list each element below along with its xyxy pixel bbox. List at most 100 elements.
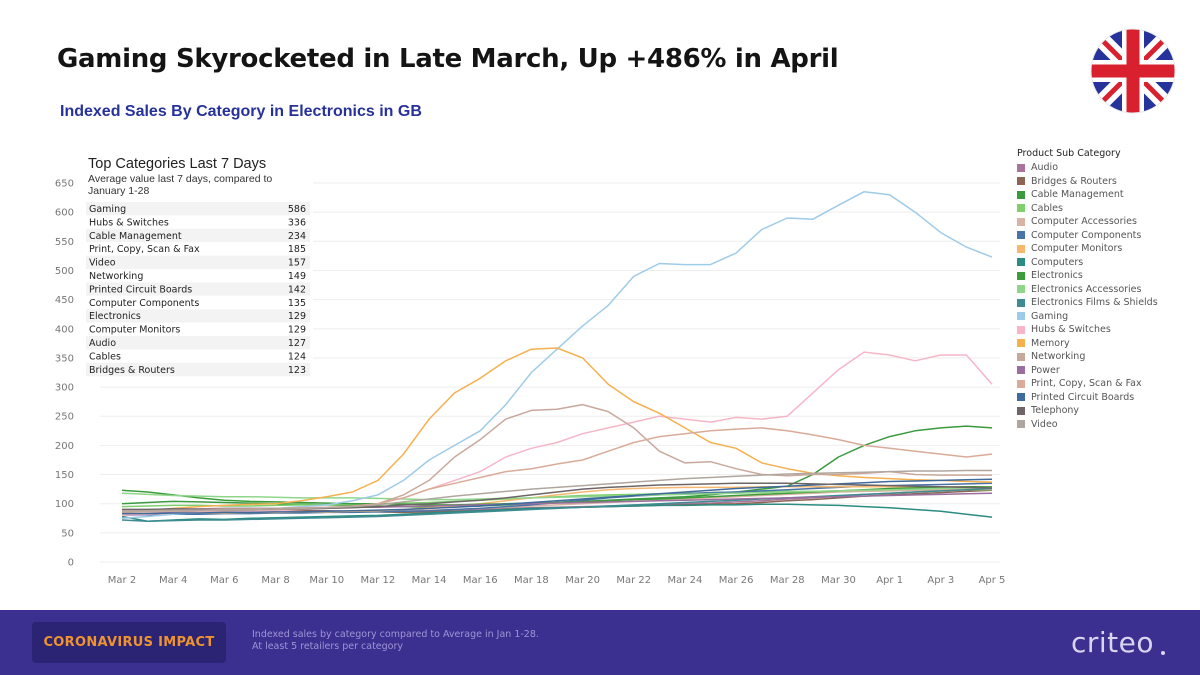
legend-label: Gaming bbox=[1031, 310, 1069, 322]
x-tick-label: Mar 2 bbox=[108, 575, 136, 586]
inset-row-label: Print, Copy, Scan & Fax bbox=[89, 244, 200, 255]
legend-item: Gaming bbox=[1017, 310, 1158, 324]
legend-swatch bbox=[1017, 244, 1025, 253]
x-tick-label: Mar 8 bbox=[261, 575, 289, 586]
x-tick-label: Apr 1 bbox=[876, 575, 903, 586]
inset-row-bg bbox=[86, 255, 310, 269]
inset-row-bg bbox=[86, 215, 310, 229]
inset-row-value: 124 bbox=[288, 351, 306, 362]
page-title: Gaming Skyrocketed in Late March, Up +48… bbox=[57, 44, 839, 74]
inset-row-label: Bridges & Routers bbox=[89, 365, 175, 376]
legend-label: Hubs & Switches bbox=[1031, 324, 1111, 336]
top-categories-inset: Top Categories Last 7 Days Average value… bbox=[84, 155, 313, 380]
footer-note: Indexed sales by category compared to Av… bbox=[252, 629, 539, 653]
inset-row-label: Cables bbox=[89, 351, 121, 362]
x-tick-label: Mar 30 bbox=[821, 575, 856, 586]
legend-item: Electronics Accessories bbox=[1017, 283, 1158, 297]
y-tick-label: 200 bbox=[55, 441, 74, 452]
legend-swatch bbox=[1017, 258, 1025, 267]
legend-swatch bbox=[1017, 271, 1025, 280]
inset-row-value: 149 bbox=[288, 271, 306, 282]
union-jack-flag-icon bbox=[1090, 28, 1176, 114]
x-tick-label: Mar 24 bbox=[668, 575, 703, 586]
legend-swatch bbox=[1017, 285, 1025, 294]
legend-swatch bbox=[1017, 204, 1025, 213]
legend-label: Printed Circuit Boards bbox=[1031, 391, 1135, 403]
legend-item: Audio bbox=[1017, 161, 1158, 175]
legend-label: Memory bbox=[1031, 337, 1070, 349]
footer-note-line1: Indexed sales by category compared to Av… bbox=[252, 629, 539, 640]
y-tick-label: 400 bbox=[55, 324, 74, 335]
legend-label: Electronics bbox=[1031, 270, 1083, 282]
legend-item: Bridges & Routers bbox=[1017, 175, 1158, 189]
legend-swatch bbox=[1017, 366, 1025, 375]
inset-row-label: Audio bbox=[89, 338, 116, 349]
legend-label: Electronics Films & Shields bbox=[1031, 297, 1158, 309]
x-tick-label: Mar 4 bbox=[159, 575, 187, 586]
inset-row-bg bbox=[86, 202, 310, 216]
line-chart: 050100150200250300350400450500550600650 … bbox=[55, 155, 1006, 586]
inset-row-label: Printed Circuit Boards bbox=[89, 284, 192, 295]
inset-row-label: Electronics bbox=[89, 311, 141, 322]
legend-swatch bbox=[1017, 177, 1025, 186]
inset-row-label: Video bbox=[89, 258, 116, 269]
legend-item: Computer Monitors bbox=[1017, 242, 1158, 256]
inset-row-bg bbox=[86, 282, 310, 296]
inset-row-value: 234 bbox=[288, 231, 306, 242]
inset-subtitle-line1: Average value last 7 days, compared to bbox=[88, 173, 272, 185]
y-tick-label: 50 bbox=[61, 528, 74, 539]
page-subtitle: Indexed Sales By Category in Electronics… bbox=[60, 103, 422, 120]
x-tick-label: Mar 12 bbox=[360, 575, 395, 586]
legend-label: Computer Components bbox=[1031, 229, 1142, 241]
inset-row-value: 586 bbox=[288, 204, 306, 215]
legend-item: Computers bbox=[1017, 256, 1158, 270]
legend-swatch bbox=[1017, 312, 1025, 321]
inset-row-value: 142 bbox=[288, 284, 306, 295]
inset-row-bg bbox=[86, 295, 310, 310]
legend-label: Electronics Accessories bbox=[1031, 283, 1142, 295]
x-tick-label: Mar 10 bbox=[309, 575, 344, 586]
legend-label: Computer Monitors bbox=[1031, 243, 1123, 255]
inset-row-value: 123 bbox=[288, 365, 306, 376]
legend-swatch bbox=[1017, 325, 1025, 334]
series-line-17 bbox=[122, 478, 993, 515]
series-line-12 bbox=[121, 351, 993, 517]
inset-row-bg bbox=[86, 309, 310, 323]
legend-title: Product Sub Category bbox=[1017, 148, 1121, 159]
x-tick-label: Apr 5 bbox=[979, 575, 1006, 586]
inset-row-label: Cable Management bbox=[89, 231, 182, 242]
legend-label: Bridges & Routers bbox=[1031, 175, 1117, 187]
legend-label: Computers bbox=[1031, 256, 1084, 268]
inset-row-value: 129 bbox=[288, 325, 306, 336]
series-line-16 bbox=[121, 427, 993, 512]
inset-row-label: Hubs & Switches bbox=[89, 217, 169, 228]
legend-item: Video bbox=[1017, 418, 1158, 432]
legend-item: Cable Management bbox=[1017, 188, 1158, 202]
inset-row-value: 185 bbox=[288, 244, 306, 255]
y-tick-label: 500 bbox=[55, 266, 74, 277]
series-line-19 bbox=[122, 469, 992, 512]
legend-swatch bbox=[1017, 406, 1025, 415]
criteo-logo-dot bbox=[1161, 651, 1165, 655]
legend-swatch bbox=[1017, 420, 1025, 429]
series-line-13 bbox=[121, 347, 993, 514]
legend-label: Cable Management bbox=[1031, 189, 1124, 201]
inset-row-value: 336 bbox=[288, 217, 306, 228]
inset-row-value: 129 bbox=[288, 311, 306, 322]
legend-label: Video bbox=[1031, 418, 1058, 430]
legend-swatch bbox=[1017, 298, 1025, 307]
criteo-logo: criteo bbox=[1071, 626, 1155, 659]
x-tick-label: Apr 3 bbox=[927, 575, 954, 586]
legend-swatch bbox=[1017, 379, 1025, 388]
legend-item: Memory bbox=[1017, 337, 1158, 351]
legend-swatch bbox=[1017, 339, 1025, 348]
legend-swatch bbox=[1017, 163, 1025, 172]
inset-row-label: Gaming bbox=[89, 204, 126, 215]
legend-label: Cables bbox=[1031, 202, 1063, 214]
inset-row-bg bbox=[86, 322, 310, 336]
legend-item: Computer Accessories bbox=[1017, 215, 1158, 229]
x-tick-label: Mar 6 bbox=[210, 575, 238, 586]
x-tick-label: Mar 22 bbox=[616, 575, 651, 586]
y-tick-label: 600 bbox=[55, 208, 74, 219]
x-tick-label: Mar 20 bbox=[565, 575, 600, 586]
